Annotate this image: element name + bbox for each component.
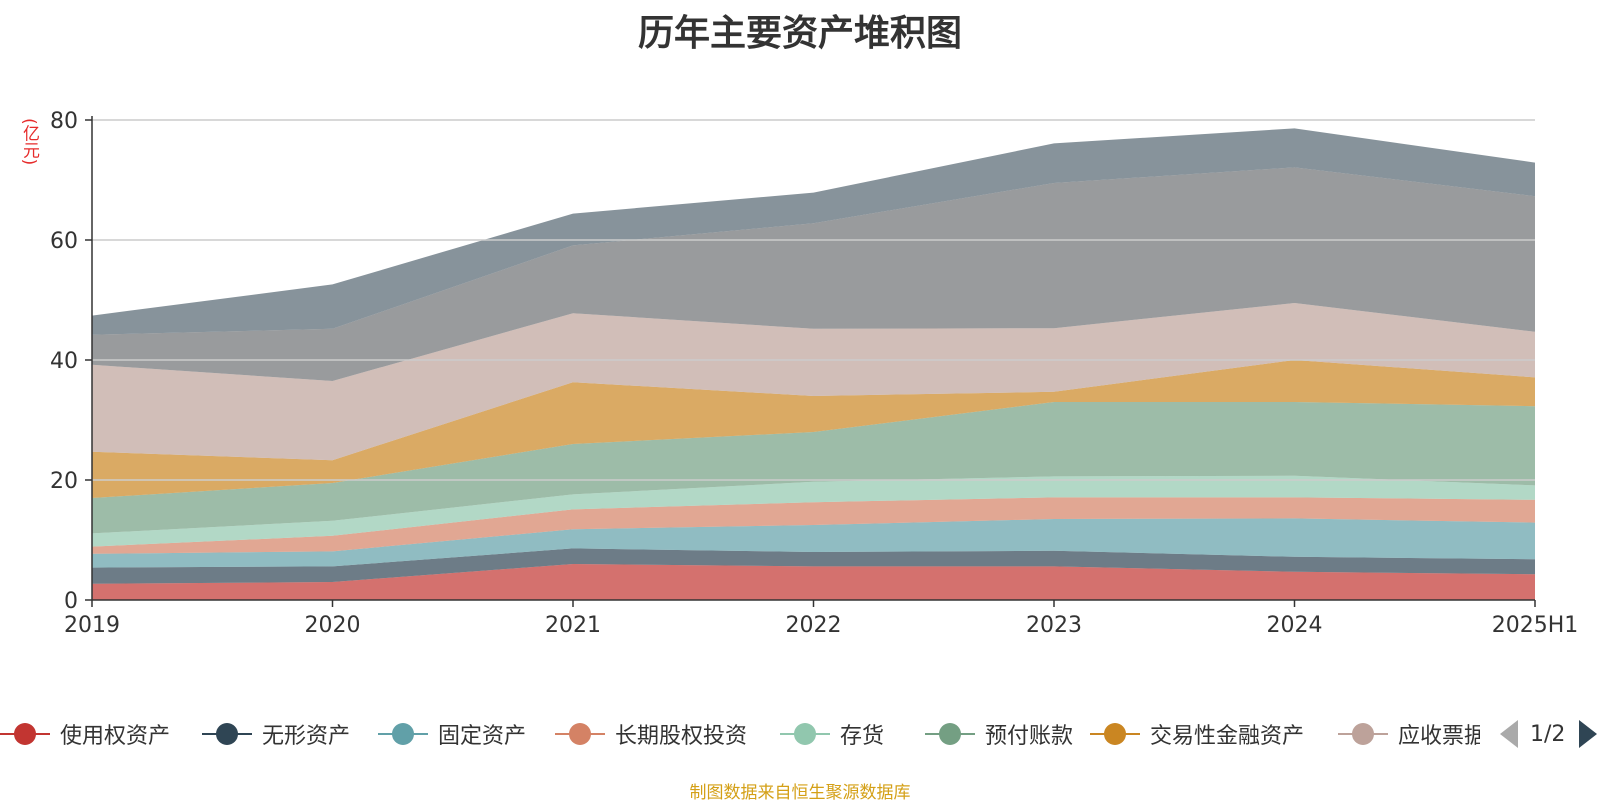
- y-tick-label-0: 0: [64, 589, 78, 614]
- legend-label: 应收票据: [1398, 724, 1480, 749]
- y-tick-label-3: 60: [50, 229, 78, 254]
- area-series-7: [92, 303, 1535, 461]
- data-source: 制图数据来自恒生聚源数据库: [689, 783, 911, 803]
- y-axis-unit: (亿元): [19, 118, 39, 166]
- legend-marker-icon: [378, 721, 428, 747]
- legend-label: 固定资产: [438, 724, 527, 749]
- x-tick-label-2: 2021: [545, 613, 601, 638]
- pager-next-icon[interactable]: [1579, 720, 1598, 748]
- legend-item[interactable]: 长期股权投资: [555, 712, 747, 756]
- x-tick-label-6: 2025H1: [1492, 613, 1579, 638]
- legend-label: 预付账款: [985, 724, 1074, 749]
- legend-item[interactable]: 预付账款: [925, 712, 1073, 756]
- legend: 使用权资产 无形资产 固定资产 长期股权投资 存货 预付账款 交易性金融资产 应收票据: [0, 712, 1480, 756]
- chart-title: 历年主要资产堆积图: [637, 13, 962, 54]
- legend-pager: 1/2: [1500, 714, 1598, 754]
- legend-label: 交易性金融资产: [1150, 724, 1305, 749]
- stacked-area-chart: 0 20 40 60 80 2019 2020 2021 2022 2023 2024 2025H1: [50, 109, 1579, 638]
- legend-marker-icon: [780, 721, 830, 747]
- pager-text: 1/2: [1530, 721, 1566, 747]
- legend-item[interactable]: 无形资产: [202, 712, 350, 756]
- area-series-9: [92, 128, 1535, 335]
- legend-item[interactable]: 使用权资产: [0, 712, 170, 756]
- legend-item[interactable]: 应收票据: [1338, 712, 1480, 756]
- area-series-4: [92, 475, 1535, 547]
- area-series-5: [92, 402, 1535, 534]
- x-tick-label-1: 2020: [305, 613, 361, 638]
- legend-marker-icon: [0, 721, 50, 747]
- legend-label: 使用权资产: [60, 724, 171, 749]
- area-series-6: [92, 360, 1535, 498]
- legend-label: 存货: [840, 724, 885, 749]
- x-tick-label-3: 2022: [786, 613, 842, 638]
- legend-marker-icon: [1338, 721, 1388, 747]
- legend-item[interactable]: 交易性金融资产: [1090, 712, 1304, 756]
- legend-marker-icon: [202, 721, 252, 747]
- legend-marker-icon: [555, 721, 605, 747]
- area-series-8: [92, 167, 1535, 381]
- x-tick-label-4: 2023: [1026, 613, 1082, 638]
- y-tick-label-4: 80: [50, 109, 78, 134]
- legend-item[interactable]: 存货: [780, 712, 884, 756]
- x-tick-label-0: 2019: [64, 613, 120, 638]
- y-tick-label-2: 40: [50, 349, 78, 374]
- legend-label: 长期股权投资: [615, 724, 748, 749]
- pager-prev-icon[interactable]: [1500, 720, 1518, 748]
- legend-marker-icon: [1090, 721, 1140, 747]
- area-series-1: [92, 548, 1535, 584]
- legend-marker-icon: [925, 721, 975, 747]
- x-tick-label-5: 2024: [1267, 613, 1323, 638]
- area-series-2: [92, 518, 1535, 568]
- legend-label: 无形资产: [262, 724, 351, 749]
- legend-item[interactable]: 固定资产: [378, 712, 526, 756]
- y-tick-label-1: 20: [50, 469, 78, 494]
- area-series-3: [92, 497, 1535, 554]
